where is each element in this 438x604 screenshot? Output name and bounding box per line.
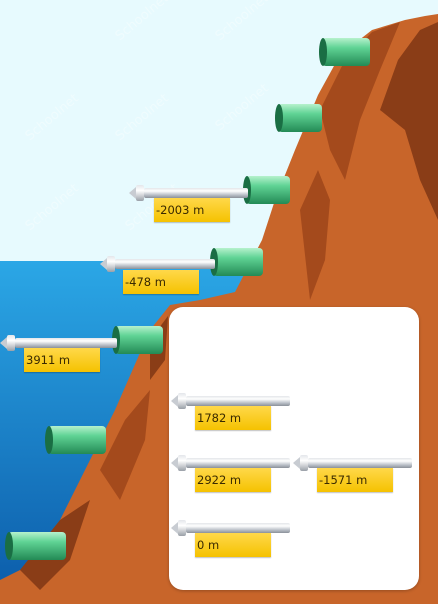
pipe-bar [308, 458, 412, 468]
pipe-valve-icon [178, 393, 186, 409]
pipe-valve-icon [171, 522, 178, 534]
green-pipes [5, 38, 370, 560]
green-pipe-6-mouth [45, 426, 53, 454]
pipe-valve-icon [293, 457, 300, 469]
pipe-bar [186, 458, 290, 468]
pipe-valve-icon [171, 457, 178, 469]
pipe-bar [186, 523, 290, 533]
pipe-valve-icon [178, 520, 186, 536]
pipe-bar [15, 338, 117, 348]
pipe-bar [115, 259, 215, 269]
pipe-valve-icon [136, 185, 144, 201]
green-pipe-7-mouth [5, 532, 13, 560]
pipe-bar [144, 188, 248, 198]
bank-label[interactable]: 1782 m [195, 406, 271, 430]
green-pipe-7 [8, 532, 66, 560]
green-pipe-5 [115, 326, 163, 354]
bank-label[interactable]: 2922 m [195, 468, 271, 492]
placed-label[interactable]: -2003 m [154, 198, 230, 222]
pipe-valve-icon [7, 335, 15, 351]
green-pipe-6 [48, 426, 106, 454]
green-pipe-1-mouth [319, 38, 327, 66]
bank-label[interactable]: -1571 m [317, 468, 393, 492]
green-pipe-3 [246, 176, 290, 204]
pipe-valve-icon [107, 256, 115, 272]
placed-label[interactable]: -478 m [123, 270, 199, 294]
green-pipe-2 [278, 104, 322, 132]
pipe-bar [186, 396, 290, 406]
pipe-valve-icon [129, 187, 136, 199]
pipe-valve-icon [100, 258, 107, 270]
bank-label[interactable]: 0 m [195, 533, 271, 557]
green-pipe-4 [213, 248, 263, 276]
placed-label[interactable]: 3911 m [24, 348, 100, 372]
pipe-valve-icon [171, 395, 178, 407]
green-pipe-2-mouth [275, 104, 283, 132]
pipe-valve-icon [178, 455, 186, 471]
green-pipe-1 [322, 38, 370, 66]
pipe-valve-icon [300, 455, 308, 471]
pipe-valve-icon [0, 337, 7, 349]
